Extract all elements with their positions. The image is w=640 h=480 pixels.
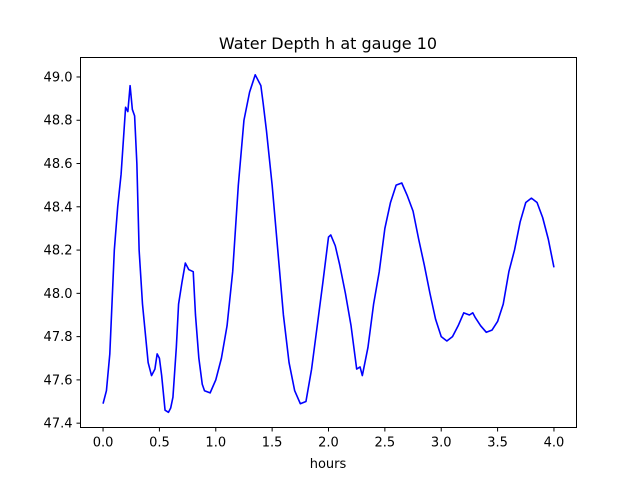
x-tick-label: 0.0: [93, 436, 114, 451]
y-tick-label: 48.6: [44, 157, 73, 172]
y-tick-label: 49.0: [44, 70, 73, 85]
y-axis-ticks: 47.4 47.6 47.8 48.0 48.2 48.4 48.6 48.8 49.0: [44, 70, 81, 432]
y-tick-label: 47.6: [44, 373, 73, 388]
x-tick-label: 2.0: [318, 436, 339, 451]
x-tick-label: 1.5: [262, 436, 283, 451]
y-tick-label: 48.8: [44, 114, 73, 129]
x-tick-label: 1.0: [205, 436, 226, 451]
y-tick-label: 47.8: [44, 330, 73, 345]
y-tick-label: 48.0: [44, 287, 73, 302]
x-tick-label: 2.5: [375, 436, 396, 451]
chart-title: Water Depth h at gauge 10: [219, 34, 437, 53]
y-tick-label: 48.2: [44, 244, 73, 259]
axes-frame: [80, 57, 577, 428]
x-axis-label: hours: [310, 457, 347, 472]
plot-area: [102, 74, 555, 414]
x-tick-label: 0.5: [149, 436, 170, 451]
y-tick-label: 48.4: [44, 200, 73, 215]
series-line-0: [102, 74, 555, 414]
x-tick-label: 4.0: [544, 436, 565, 451]
x-tick-label: 3.5: [487, 436, 508, 451]
x-axis-ticks: 0.0 0.5 1.0 1.5 2.0 2.5 3.0 3.5 4.0: [93, 427, 565, 451]
y-tick-label: 47.4: [44, 417, 73, 432]
x-tick-label: 3.0: [431, 436, 452, 451]
